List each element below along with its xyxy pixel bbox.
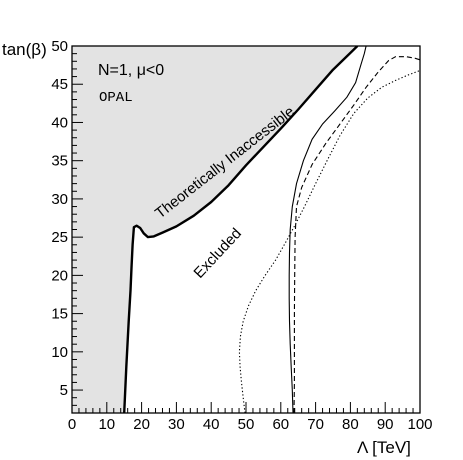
- x-tick-label: 60: [272, 416, 289, 433]
- x-tick-label: 100: [407, 416, 432, 433]
- x-tick-label: 80: [342, 416, 359, 433]
- inaccessible-region: [72, 46, 358, 413]
- x-tick-label: 0: [68, 416, 76, 433]
- plot-area: [72, 46, 420, 413]
- excluded-region-label: Excluded: [190, 225, 245, 282]
- experiment-label: OPAL: [99, 90, 133, 106]
- x-tick-label: 40: [203, 416, 220, 433]
- x-tick-label: 50: [238, 416, 255, 433]
- x-tick-label: 10: [98, 416, 115, 433]
- y-tick-label: 30: [51, 191, 68, 208]
- y-tick-label: 20: [51, 267, 68, 284]
- y-tick-label: 40: [51, 114, 68, 131]
- y-tick-label: 45: [51, 76, 68, 93]
- exclusion-curve-dotted: [238, 69, 420, 413]
- x-tick-label: 70: [307, 416, 324, 433]
- x-axis-label: Λ [TeV]: [357, 438, 411, 457]
- y-axis-label: tan(β): [2, 40, 47, 59]
- y-tick-label: 25: [51, 229, 68, 246]
- y-tick-label: 15: [51, 306, 68, 323]
- model-label: N=1, μ<0: [98, 62, 164, 79]
- exclusion-curve-solid: [288, 46, 367, 413]
- y-tick-label: 35: [51, 153, 68, 170]
- x-tick-label: 90: [377, 416, 394, 433]
- y-tick-label: 50: [51, 38, 68, 55]
- y-tick-label: 5: [60, 382, 68, 399]
- axes: 0 10 20 30 40 50 60 70 80 90 100 5 10 15 20 25 30 35 40 45 5…: [51, 38, 432, 433]
- y-tick-label: 10: [51, 344, 68, 361]
- inaccessible-boundary-line: [123, 46, 359, 413]
- x-tick-label: 20: [133, 416, 150, 433]
- exclusion-curve-dashed: [293, 56, 420, 413]
- x-tick-label: 30: [168, 416, 185, 433]
